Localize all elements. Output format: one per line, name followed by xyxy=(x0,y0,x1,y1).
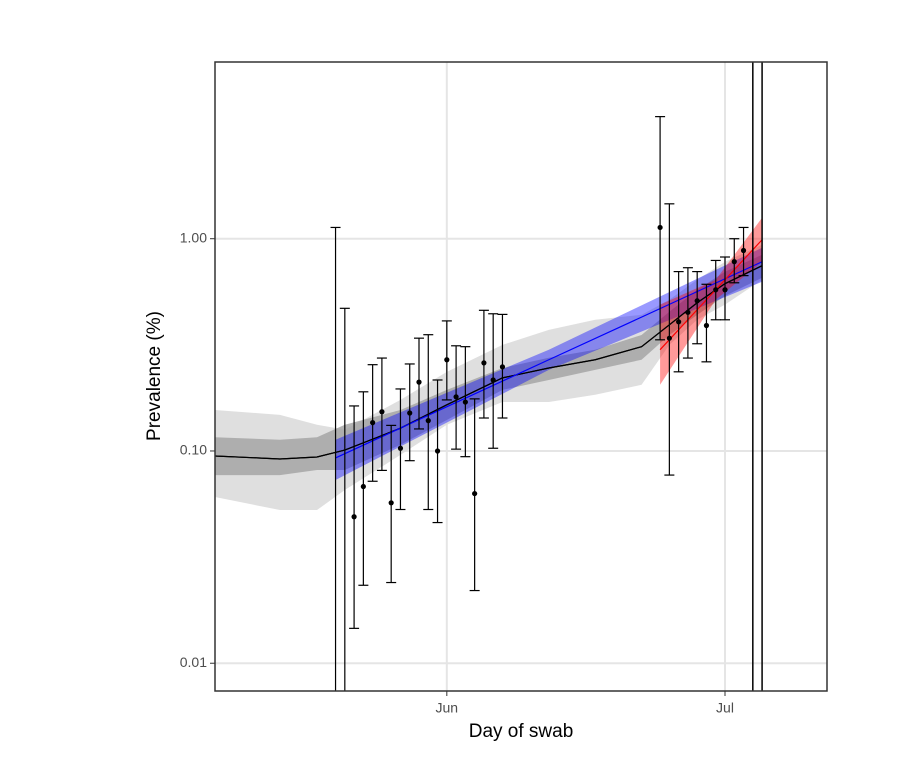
point xyxy=(453,394,459,400)
point xyxy=(416,379,422,385)
axes: 0.01 0.10 1.00 Jun Jul xyxy=(180,229,734,715)
point xyxy=(360,483,366,490)
panel-border xyxy=(214,61,828,692)
point xyxy=(444,357,450,363)
point xyxy=(472,490,478,497)
point xyxy=(407,410,413,416)
point xyxy=(657,224,663,231)
point xyxy=(397,445,404,451)
point xyxy=(462,399,468,405)
point xyxy=(713,287,719,293)
confidence-band xyxy=(215,254,763,476)
point xyxy=(434,448,441,454)
fits xyxy=(215,217,763,511)
point xyxy=(425,418,431,424)
y-tick-label: 1.00 xyxy=(180,229,207,245)
point xyxy=(388,500,394,506)
confidence-band xyxy=(660,217,763,385)
y-axis-title: Prevalence (%) xyxy=(144,311,165,441)
y-tick-label: 0.01 xyxy=(180,654,207,670)
point xyxy=(351,514,357,520)
point xyxy=(694,298,700,304)
point xyxy=(740,247,747,254)
point xyxy=(703,322,710,329)
point xyxy=(676,319,682,325)
point xyxy=(370,420,376,426)
point xyxy=(490,377,496,383)
confidence-band xyxy=(335,247,763,480)
point xyxy=(666,335,672,341)
point xyxy=(731,259,737,265)
y-tick-label: 0.10 xyxy=(180,442,207,458)
point xyxy=(685,309,691,315)
fit-line xyxy=(335,261,763,459)
point xyxy=(499,364,506,370)
x-tick-label: Jun xyxy=(436,700,459,716)
point xyxy=(722,287,728,293)
point xyxy=(379,409,385,415)
point xyxy=(481,360,487,366)
marks xyxy=(330,62,763,691)
x-axis-title: Day of swab xyxy=(469,721,574,742)
fit-line xyxy=(215,265,763,460)
x-tick-label: Jul xyxy=(716,700,734,716)
